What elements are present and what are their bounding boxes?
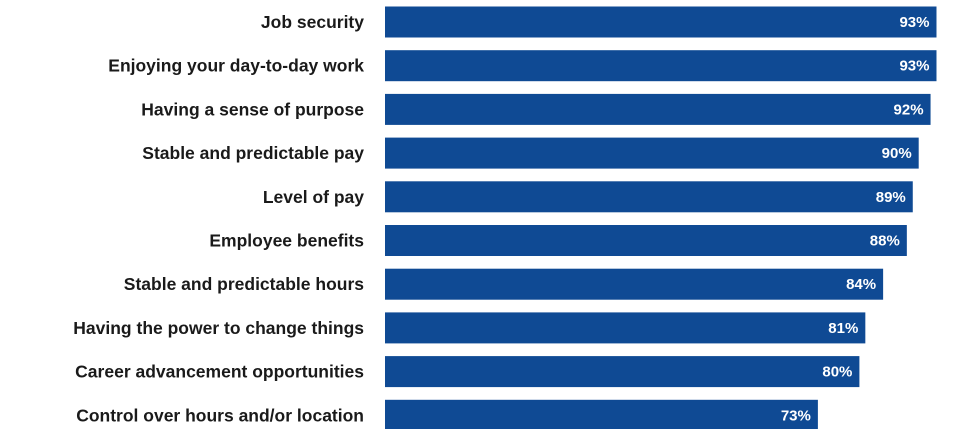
bar-group: Level of pay 89%	[263, 181, 913, 212]
category-label: Stable and predictable pay	[142, 143, 364, 163]
bar	[385, 312, 865, 343]
category-label: Level of pay	[263, 187, 364, 207]
bar-group: Career advancement opportunities 80%	[75, 356, 859, 387]
category-label: Having the power to change things	[73, 318, 364, 338]
value-label: 90%	[882, 145, 912, 162]
category-label: Control over hours and/or location	[76, 405, 364, 425]
bar	[385, 94, 931, 125]
bar	[385, 7, 936, 38]
bar	[385, 400, 818, 429]
category-label: Employee benefits	[209, 231, 364, 251]
value-label: 89%	[876, 189, 906, 206]
bar	[385, 356, 859, 387]
bar	[385, 138, 919, 169]
bar-group: Stable and predictable pay 90%	[142, 138, 918, 169]
bar	[385, 225, 907, 256]
value-label: 93%	[899, 58, 929, 75]
value-label: 80%	[822, 364, 852, 381]
bar-group: Control over hours and/or location 73%	[76, 400, 818, 429]
bar	[385, 269, 883, 300]
bar-group: Having a sense of purpose 92%	[141, 94, 930, 125]
bar-group: Employee benefits 88%	[209, 225, 906, 256]
category-label: Stable and predictable hours	[124, 274, 364, 294]
value-label: 92%	[894, 101, 924, 118]
bar-group: Job security 93%	[261, 7, 937, 38]
value-label: 88%	[870, 233, 900, 250]
bar-group: Stable and predictable hours 84%	[124, 269, 883, 300]
category-label: Enjoying your day-to-day work	[108, 56, 364, 76]
value-label: 73%	[781, 407, 811, 424]
value-label: 84%	[846, 276, 876, 293]
value-label: 81%	[828, 320, 858, 337]
bar	[385, 50, 936, 81]
category-label: Having a sense of purpose	[141, 99, 364, 119]
bar	[385, 181, 913, 212]
bar-group: Enjoying your day-to-day work 93%	[108, 50, 936, 81]
category-label: Career advancement opportunities	[75, 362, 364, 382]
bar-group: Having the power to change things 81%	[73, 312, 865, 343]
category-label: Job security	[261, 12, 364, 32]
value-label: 93%	[899, 14, 929, 31]
